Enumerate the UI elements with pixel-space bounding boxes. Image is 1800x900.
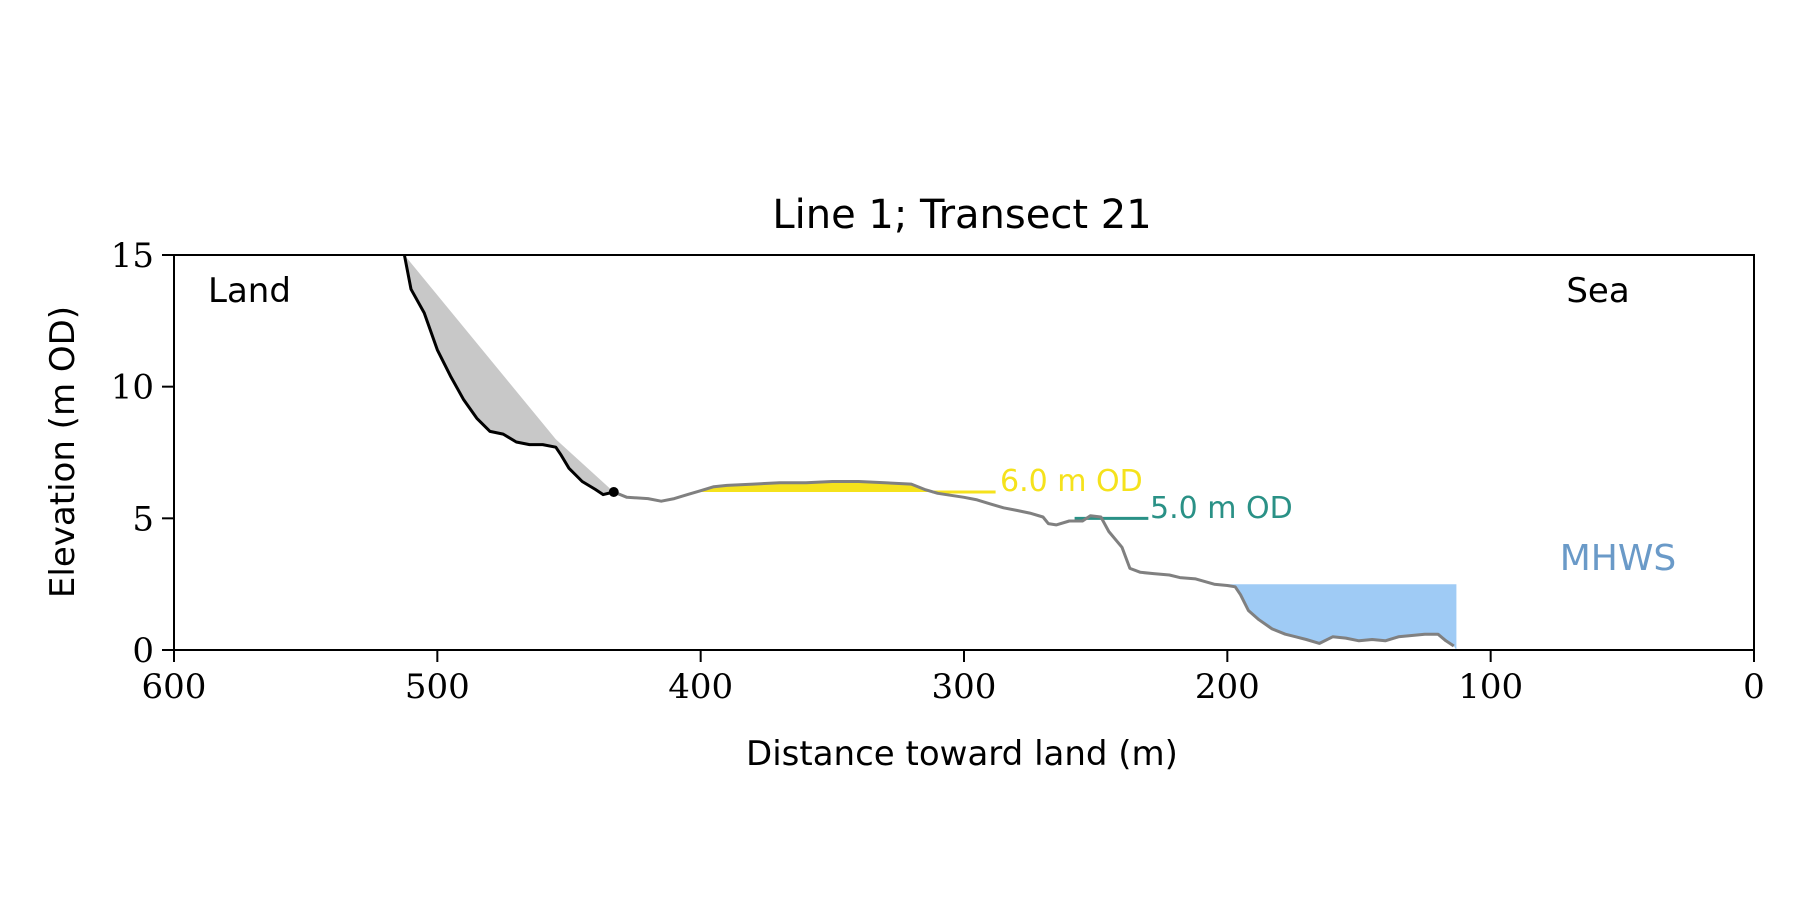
mhws-label: MHWS (1560, 538, 1677, 579)
x-tick-label: 100 (1458, 667, 1523, 707)
y-tick-label: 10 (111, 368, 154, 408)
cliff-profile-line (402, 254, 615, 497)
x-tick-label: 500 (405, 667, 470, 707)
beach-profile-line (613, 480, 1455, 648)
land-label: Land (208, 271, 291, 311)
x-tick-label: 600 (142, 667, 207, 707)
od5-label: 5.0 m OD (1150, 491, 1293, 526)
x-axis-ticks: 600 500 400 300 200 100 0 (142, 650, 1765, 707)
x-tick-label: 300 (932, 667, 997, 707)
x-tick-label: 0 (1743, 667, 1765, 707)
y-tick-label: 0 (132, 631, 154, 671)
cliff-toe-marker (608, 487, 619, 497)
plot-frame (173, 254, 1755, 651)
y-tick-label: 5 (132, 499, 154, 539)
x-axis-label: Distance toward land (m) (746, 734, 1178, 774)
sea-label: Sea (1566, 271, 1629, 311)
y-axis-label: Elevation (m OD) (43, 306, 83, 598)
chart-title: Line 1; Transect 21 (772, 192, 1151, 238)
y-axis-ticks: 0 5 10 15 (111, 236, 174, 671)
y-tick-label: 15 (111, 236, 154, 276)
mhws-water-area (1214, 584, 1457, 650)
od6-area (692, 481, 933, 492)
cliff-erosion-area (404, 255, 614, 495)
x-tick-label: 200 (1195, 667, 1260, 707)
od6-label: 6.0 m OD (1000, 464, 1143, 499)
x-tick-label: 400 (668, 667, 733, 707)
